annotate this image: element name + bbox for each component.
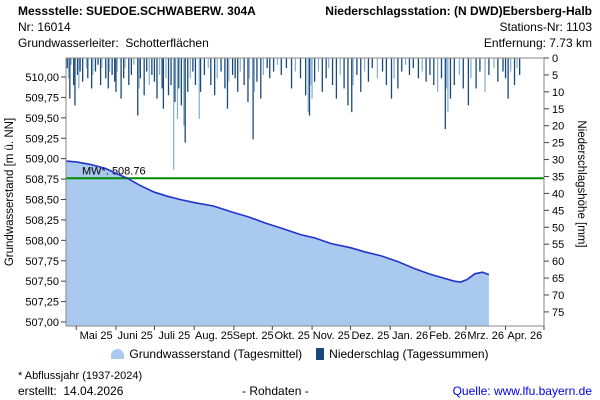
svg-text:507,75: 507,75 — [25, 256, 59, 268]
svg-text:507,00: 507,00 — [25, 317, 59, 329]
svg-text:508,25: 508,25 — [25, 215, 59, 227]
svg-text:Nov. 25: Nov. 25 — [313, 330, 350, 342]
svg-text:Juni 25: Juni 25 — [117, 330, 152, 342]
svg-text:40: 40 — [552, 188, 564, 200]
left-axis-title: Grundwasserstand [m ü. NN] — [4, 118, 16, 266]
precipitation-legend-label: Niederschlag (Tagessummen) — [329, 347, 489, 361]
svg-text:55: 55 — [552, 239, 564, 251]
hydrograph-chart: MW*: 508.76 507,00 507,25 507,50 507,75 508,0… — [4, 53, 587, 342]
created-date: erstellt: 14.04.2026 — [18, 384, 124, 398]
chart-legend: Grundwasserstand (Tagesmittel) Niedersch… — [0, 347, 600, 361]
legend-item-groundwater: Grundwasserstand (Tagesmittel) — [111, 347, 302, 361]
left-axis: 507,00 507,25 507,50 507,75 508,00 508,25 508,… — [4, 72, 66, 329]
svg-text:509,00: 509,00 — [25, 154, 59, 166]
svg-text:20: 20 — [552, 121, 564, 133]
rohdaten-label: - Rohdaten - — [242, 384, 309, 398]
header-row-2: Nr: 16014 Stations-Nr: 1103 — [18, 20, 592, 34]
svg-text:Mai 25: Mai 25 — [80, 330, 113, 342]
svg-text:70: 70 — [552, 290, 564, 302]
svg-text:Dez. 25: Dez. 25 — [351, 330, 389, 342]
groundwater-area-icon — [111, 349, 125, 359]
svg-text:507,50: 507,50 — [25, 276, 59, 288]
svg-text:50: 50 — [552, 222, 564, 234]
svg-text:Sept. 25: Sept. 25 — [233, 330, 274, 342]
svg-text:25: 25 — [552, 138, 564, 150]
mean-line-label: MW*: 508.76 — [82, 165, 146, 177]
svg-text:510,00: 510,00 — [25, 72, 59, 84]
svg-text:65: 65 — [552, 273, 564, 285]
precipitation-bar-icon — [316, 348, 325, 360]
svg-text:507,25: 507,25 — [25, 297, 59, 309]
aquifer-type: Grundwasserleiter: Schotterflächen — [18, 36, 209, 50]
svg-text:75: 75 — [552, 307, 564, 319]
svg-text:Mrz. 26: Mrz. 26 — [467, 330, 504, 342]
svg-text:509,75: 509,75 — [25, 92, 59, 104]
plot-frame — [65, 57, 545, 327]
precip-station-title: Niederschlagsstation: (N DWD)Ebersberg-H… — [325, 4, 592, 18]
svg-text:60: 60 — [552, 256, 564, 268]
svg-text:Apr. 26: Apr. 26 — [507, 330, 542, 342]
groundwater-line — [65, 160, 490, 283]
svg-text:508,75: 508,75 — [25, 174, 59, 186]
svg-text:5: 5 — [552, 70, 558, 82]
groundwater-area — [66, 161, 489, 326]
svg-text:Okt. 25: Okt. 25 — [274, 330, 309, 342]
svg-text:10: 10 — [552, 87, 564, 99]
x-axis: Mai 25 Juni 25 Juli 25 Aug. 25 Sept. 25 Okt. … — [75, 326, 545, 342]
right-axis-title: Niederschlagshöhe [mm] — [575, 120, 587, 247]
precipitation-bars — [66, 58, 521, 170]
footnote-abflussjahr: * Abflussjahr (1937-2024) — [18, 370, 143, 382]
station-number: Nr: 16014 — [18, 20, 71, 34]
svg-text:15: 15 — [552, 104, 564, 116]
mean-water-line: MW*: 508.76 — [66, 165, 544, 180]
source-link[interactable]: Quelle: www.lfu.bayern.de — [452, 384, 592, 398]
svg-text:0: 0 — [552, 53, 558, 65]
svg-text:509,50: 509,50 — [25, 113, 59, 125]
legend-item-precipitation: Niederschlag (Tagessummen) — [316, 347, 489, 361]
svg-text:Feb. 26: Feb. 26 — [429, 330, 466, 342]
svg-text:Juli 25: Juli 25 — [158, 330, 190, 342]
svg-text:508,00: 508,00 — [25, 235, 59, 247]
groundwater-legend-label: Grundwasserstand (Tagesmittel) — [129, 347, 303, 361]
header-row-1: Messstelle: SUEDOE.SCHWABERW. 304A Niede… — [18, 4, 592, 18]
right-axis: 0 5 10 15 20 25 30 35 40 45 50 55 60 65 70 75 Niederschl… — [544, 53, 587, 319]
precip-station-number: Stations-Nr: 1103 — [499, 20, 593, 34]
svg-text:30: 30 — [552, 155, 564, 167]
svg-text:45: 45 — [552, 205, 564, 217]
svg-text:35: 35 — [552, 171, 564, 183]
svg-text:Jan. 26: Jan. 26 — [392, 330, 428, 342]
svg-text:508,50: 508,50 — [25, 195, 59, 207]
svg-text:Aug. 25: Aug. 25 — [195, 330, 233, 342]
station-distance: Entfernung: 7.73 km — [483, 36, 592, 50]
station-title: Messstelle: SUEDOE.SCHWABERW. 304A — [18, 4, 256, 18]
header-row-3: Grundwasserleiter: Schotterflächen Entfe… — [18, 36, 592, 50]
svg-text:509,25: 509,25 — [25, 133, 59, 145]
